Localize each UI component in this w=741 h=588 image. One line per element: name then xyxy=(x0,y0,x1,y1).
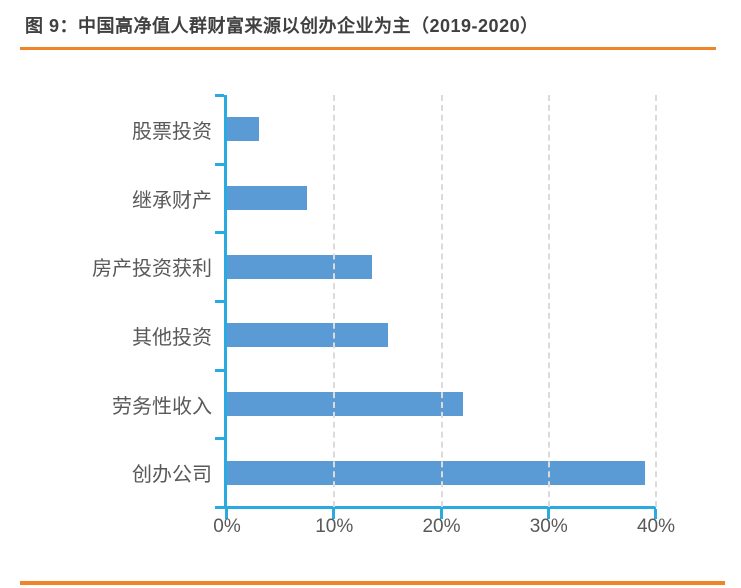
category-label: 继承财产 xyxy=(132,189,212,212)
title-rule xyxy=(20,47,716,50)
figure-title: 图 9：中国高净值人群财富来源以创办企业为主（2019-2020） xyxy=(25,16,539,36)
bar xyxy=(227,323,388,348)
x-axis-tick xyxy=(546,509,550,519)
bar-row xyxy=(227,438,656,507)
bottom-rule xyxy=(20,581,725,585)
y-axis-tick xyxy=(215,300,224,303)
bar xyxy=(227,254,372,279)
y-axis-tick xyxy=(215,231,224,235)
x-tick-label: 0% xyxy=(213,516,241,537)
x-axis-tick xyxy=(654,509,657,519)
category-label: 其他投资 xyxy=(132,326,212,349)
bar-row xyxy=(227,370,656,439)
x-axis-tick xyxy=(332,509,336,519)
y-axis-tick xyxy=(215,368,224,372)
bar-series xyxy=(227,95,656,507)
x-tick-label: 10% xyxy=(315,516,354,537)
x-tick-label: 30% xyxy=(529,516,568,537)
category-axis: 股票投资继承财产房产投资获利其他投资劳务性收入创办公司 xyxy=(0,95,212,507)
bar xyxy=(227,186,308,210)
plot-area xyxy=(215,94,657,519)
gridline xyxy=(440,95,443,507)
gridline xyxy=(547,95,550,507)
y-axis-tick xyxy=(215,437,224,441)
y-axis-tick xyxy=(215,162,224,166)
category-label: 劳务性收入 xyxy=(112,395,212,418)
gridline xyxy=(655,95,657,507)
category-label: 股票投资 xyxy=(132,120,212,143)
x-axis-line xyxy=(224,506,656,509)
x-tick-label: 40% xyxy=(636,516,676,537)
x-axis-tick xyxy=(225,509,228,519)
bar-row xyxy=(227,232,656,301)
bar-row xyxy=(227,164,656,233)
bar xyxy=(227,460,646,485)
bar xyxy=(227,117,260,142)
y-axis-tick xyxy=(215,94,224,97)
gridline xyxy=(333,95,336,507)
bar-row xyxy=(227,301,656,370)
y-axis-tick xyxy=(215,506,224,509)
bar xyxy=(227,392,463,417)
bar-row xyxy=(227,95,656,164)
category-label: 房产投资获利 xyxy=(92,258,212,281)
y-axis-line xyxy=(224,95,227,509)
category-label: 创办公司 xyxy=(132,464,212,487)
x-axis-tick xyxy=(439,509,443,519)
x-tick-label: 20% xyxy=(422,516,461,537)
x-axis-labels: 0% 10% 20% 30% 40% xyxy=(213,516,675,544)
